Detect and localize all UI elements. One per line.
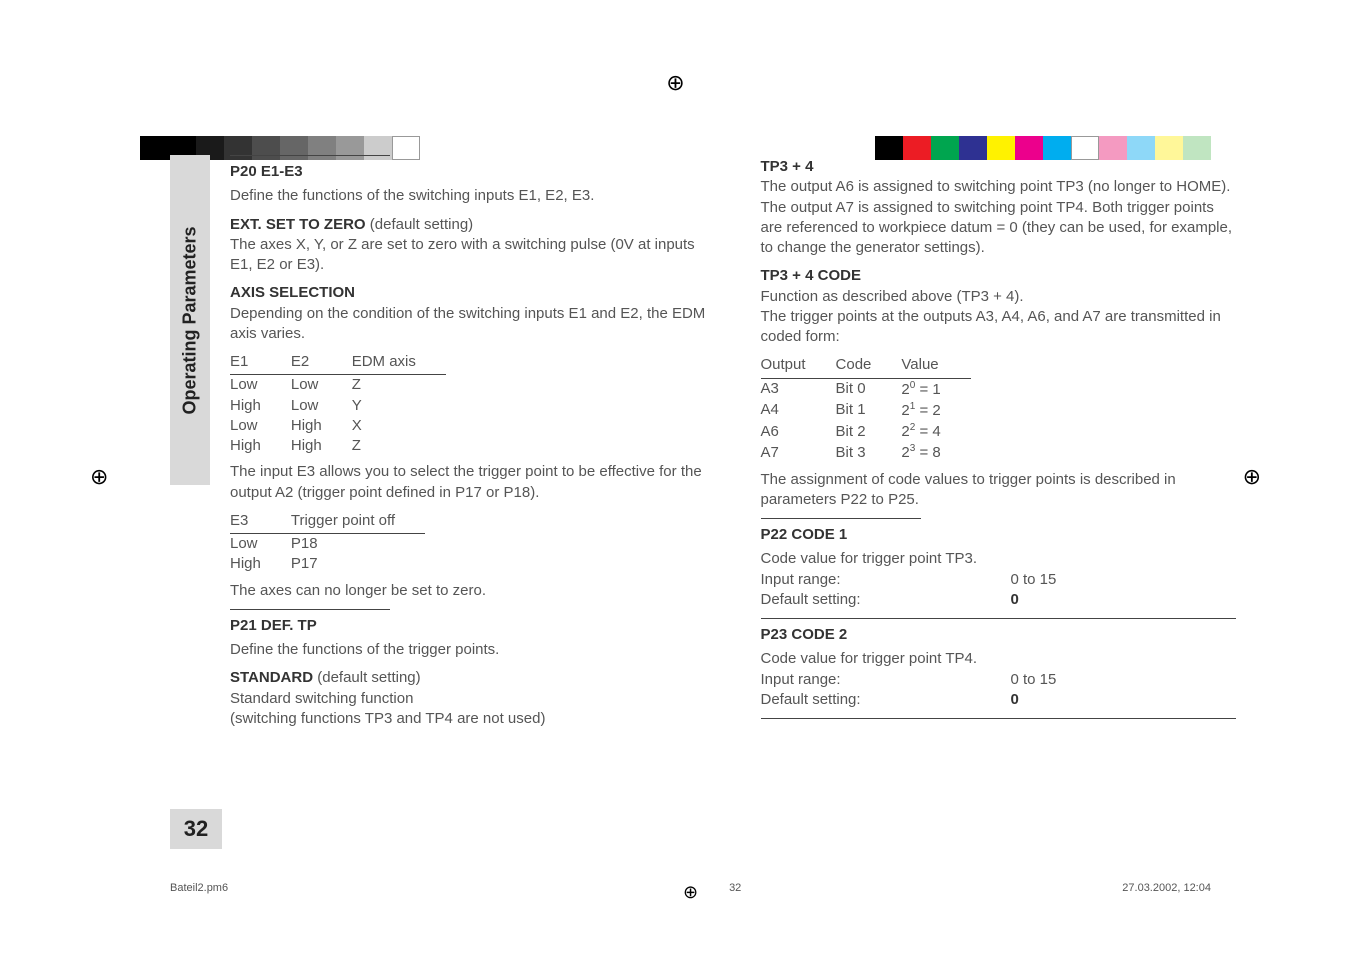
standard-block: STANDARD (default setting) Standard swit… (230, 668, 706, 729)
heading-p21: P21 DEF. TP (230, 609, 390, 636)
table-row: LowLowZ (230, 375, 446, 396)
std-l1: Standard switching function (230, 690, 413, 707)
table-axis: E1 E2 EDM axis LowLowZ HighLowY LowHighX… (230, 352, 446, 456)
std-l2: (switching functions TP3 and TP4 are not… (230, 710, 545, 727)
section-tab: Operating Parameters (170, 155, 210, 485)
p20-intro: Define the functions of the switching in… (230, 186, 706, 206)
table-code: Output Code Value A3Bit 020 = 1 A4Bit 12… (761, 355, 971, 463)
table-row: A6Bit 222 = 4 (761, 421, 971, 442)
registration-row: ⊕ (0, 70, 1351, 98)
heading-p23: P23 CODE 2 (761, 619, 921, 645)
tp34c-title: TP3 + 4 CODE (761, 266, 1237, 286)
table-row: HighHighZ (230, 436, 446, 456)
tp34-block: TP3 + 4 The output A6 is assigned to swi… (761, 157, 1237, 258)
assign-body: The assignment of code values to trigger… (761, 470, 1237, 511)
th: Trigger point off (291, 511, 425, 534)
th: E2 (291, 352, 352, 375)
page-number: 32 (170, 809, 222, 849)
reg-mark-top-center: ⊕ (666, 70, 684, 96)
table-row: E3 Trigger point off (230, 511, 425, 534)
ext-set-zero: EXT. SET TO ZERO (default setting) The a… (230, 215, 706, 276)
reg-mark-bottom: ⊕ (683, 882, 698, 903)
p23-default: Default setting: 0 (761, 690, 1237, 710)
table-row: HighLowY (230, 396, 446, 416)
divider (761, 718, 1237, 719)
std-title: STANDARD (230, 669, 313, 686)
table-row: LowP18 (230, 534, 425, 555)
std-tail: (default setting) (313, 669, 421, 686)
reg-mark-left: ⊕ (90, 464, 108, 490)
th: E3 (230, 511, 291, 534)
tp34c-l1: Function as described above (TP3 + 4). (761, 287, 1237, 307)
heading-p22: P22 CODE 1 (761, 518, 921, 545)
page-content: P20 E1-E3 Define the functions of the sw… (230, 155, 1236, 737)
footer: Bateil2.pm6 32 ⊕ 27.03.2002, 12:04 (170, 882, 1211, 894)
p23-input-range: Input range: 0 to 15 (761, 670, 1237, 690)
e3-body: The input E3 allows you to select the tr… (230, 462, 706, 503)
heading-p20: P20 E1-E3 (230, 155, 390, 182)
axes-no-zero: The axes can no longer be set to zero. (230, 581, 706, 601)
th: Value (901, 355, 970, 378)
p22-input-range: Input range: 0 to 15 (761, 570, 1237, 590)
footer-left: Bateil2.pm6 (170, 882, 228, 894)
column-left: P20 E1-E3 Define the functions of the sw… (230, 155, 706, 737)
p21-intro: Define the functions of the trigger poin… (230, 640, 706, 660)
column-right: TP3 + 4 The output A6 is assigned to swi… (761, 155, 1237, 737)
table-row: A4Bit 121 = 2 (761, 400, 971, 421)
p22-l1: Code value for trigger point TP3. (761, 549, 1237, 569)
table-row: Output Code Value (761, 355, 971, 378)
table-row: LowHighX (230, 416, 446, 436)
tp34c-l2: The trigger points at the outputs A3, A4… (761, 307, 1237, 348)
th: EDM axis (352, 352, 446, 375)
ext-tail: (default setting) (366, 216, 474, 233)
table-row: HighP17 (230, 554, 425, 574)
th: Code (836, 355, 902, 378)
p22-default: Default setting: 0 (761, 590, 1237, 610)
th: E1 (230, 352, 291, 375)
p23-l1: Code value for trigger point TP4. (761, 649, 1237, 669)
table-row: A7Bit 323 = 8 (761, 442, 971, 463)
ext-title: EXT. SET TO ZERO (230, 216, 366, 233)
footer-mid-pagenum: 32 (729, 882, 741, 894)
table-row: E1 E2 EDM axis (230, 352, 446, 375)
tp34-title: TP3 + 4 (761, 158, 814, 175)
th: Output (761, 355, 836, 378)
reg-mark-right: ⊕ (1243, 464, 1261, 490)
footer-right: 27.03.2002, 12:04 (1122, 882, 1211, 894)
table-e3: E3 Trigger point off LowP18 HighP17 (230, 511, 425, 575)
tp34-body: The output A6 is assigned to switching p… (761, 178, 1233, 256)
axis-body: Depending on the condition of the switch… (230, 304, 706, 345)
table-row: A3Bit 020 = 1 (761, 378, 971, 400)
ext-body: The axes X, Y, or Z are set to zero with… (230, 236, 695, 273)
axis-title: AXIS SELECTION (230, 283, 706, 303)
section-tab-label: Operating Parameters (180, 226, 201, 414)
